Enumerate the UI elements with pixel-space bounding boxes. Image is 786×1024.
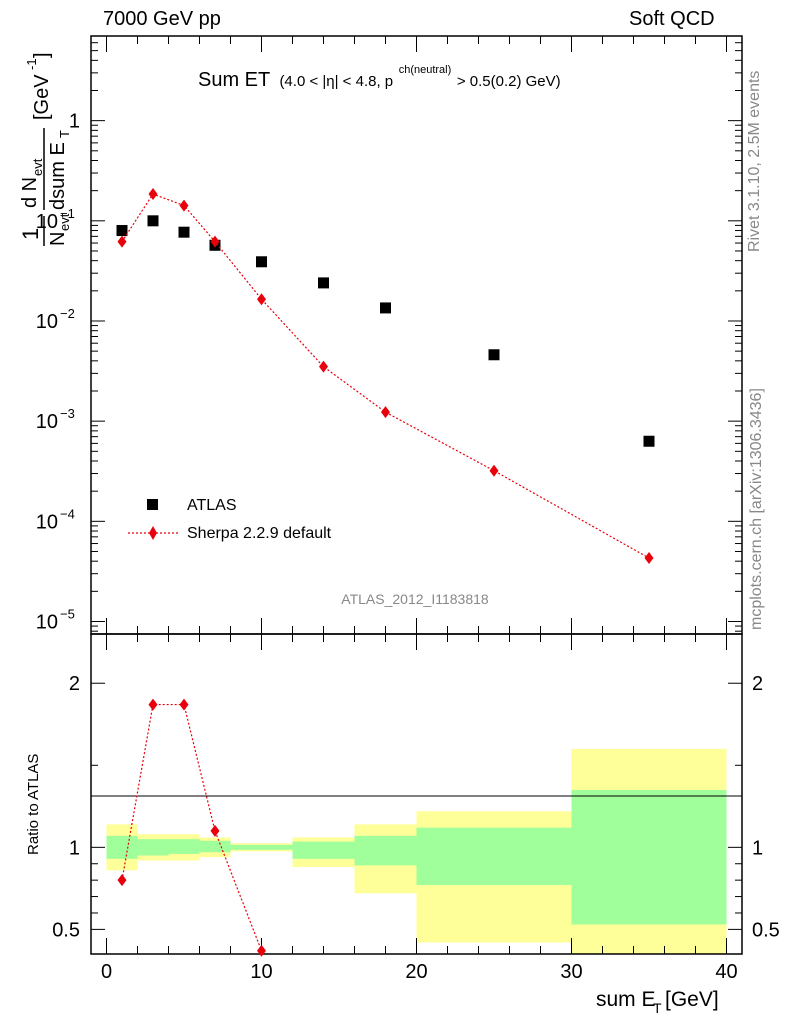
legend-sherpa-label: Sherpa 2.2.9 default bbox=[187, 525, 332, 542]
main-ytick-exponent: −2 bbox=[60, 306, 75, 321]
atlas-point bbox=[116, 225, 128, 237]
legend-atlas-marker bbox=[147, 499, 158, 510]
svg-text:1: 1 bbox=[18, 228, 43, 240]
x-tick-label: 0 bbox=[101, 961, 112, 983]
sherpa-ratio-point bbox=[179, 698, 189, 711]
rivet-version-label: Rivet 3.1.10, 2.5M events bbox=[746, 70, 763, 252]
x-axis: 0 10 20 30 40 bbox=[101, 36, 738, 983]
svg-text:dsum E: dsum E bbox=[47, 142, 69, 210]
ratio-ytick-label-right: 2 bbox=[752, 673, 763, 695]
main-ytick-label: 1 bbox=[69, 111, 80, 133]
main-ytick-label: 10 bbox=[36, 311, 58, 333]
main-ytick-label: 10 bbox=[36, 211, 58, 233]
legend-atlas-label: ATLAS bbox=[187, 497, 237, 514]
plot-title-cut-tail: > 0.5(0.2) GeV) bbox=[457, 73, 561, 90]
sherpa-point bbox=[319, 360, 328, 373]
atlas-point bbox=[318, 277, 329, 289]
x-tick-label: 20 bbox=[405, 961, 427, 983]
x-tick-label: 30 bbox=[560, 961, 582, 983]
main-ytick-exponent: −1 bbox=[60, 206, 75, 221]
ratio-y-axis: 0.5 0.5 1 1 2 2 bbox=[52, 673, 780, 941]
plot-title: Sum ET (4.0 < |η| < 4.8, p ch(neutral) >… bbox=[198, 56, 561, 91]
x-tick-label: 40 bbox=[715, 961, 737, 983]
svg-text:]: ] bbox=[31, 52, 53, 58]
header-process: Soft QCD bbox=[629, 8, 715, 30]
stat-band-6 bbox=[354, 835, 417, 866]
svg-text:evt: evt bbox=[30, 158, 45, 176]
main-y-axis-label: 1 N evt d N evt dsum E T [GeV -1 ] bbox=[18, 52, 72, 246]
main-ytick-label: 10 bbox=[36, 611, 58, 633]
ratio-series bbox=[117, 698, 266, 957]
svg-text:T: T bbox=[653, 1000, 662, 1016]
main-series bbox=[116, 188, 655, 565]
stat-band-7 bbox=[416, 827, 572, 886]
atlas-point bbox=[643, 435, 655, 447]
mcplots-label: mcplots.cern.ch [arXiv:1306.3436] bbox=[748, 388, 765, 630]
analysis-label: ATLAS_2012_I1183818 bbox=[341, 591, 489, 607]
sherpa-ratio-line bbox=[121, 703, 263, 951]
svg-text:d N: d N bbox=[19, 177, 41, 208]
sherpa-point bbox=[644, 552, 654, 565]
stat-band-4 bbox=[230, 844, 293, 850]
svg-text:evt: evt bbox=[57, 213, 72, 231]
main-ytick-exponent: −4 bbox=[60, 506, 75, 521]
stat-band-3 bbox=[199, 840, 231, 853]
svg-text:sum E: sum E bbox=[596, 988, 656, 1011]
sherpa-ratio-point bbox=[117, 874, 127, 887]
main-y-axis: 110−110−210−310−410−5 bbox=[36, 35, 742, 633]
sherpa-point bbox=[148, 188, 158, 201]
ratio-ytick-label: 2 bbox=[69, 673, 80, 695]
sherpa-point bbox=[257, 293, 266, 306]
ratio-y-axis-label: Ratio to ATLAS bbox=[25, 754, 42, 855]
atlas-point bbox=[256, 256, 267, 268]
stat-band-2 bbox=[168, 839, 200, 854]
sherpa-point bbox=[210, 235, 220, 248]
svg-text:N: N bbox=[47, 232, 69, 246]
stat-band-5 bbox=[292, 841, 355, 859]
plot-title-cut: (4.0 < |η| < 4.8, p bbox=[279, 73, 393, 90]
main-ytick-exponent: −3 bbox=[60, 406, 75, 421]
sherpa-point bbox=[489, 464, 499, 477]
stat-band-0 bbox=[106, 835, 138, 859]
main-plot-frame bbox=[90, 35, 743, 635]
atlas-point bbox=[147, 215, 159, 227]
sherpa-point bbox=[117, 235, 127, 248]
svg-text:-1: -1 bbox=[24, 58, 39, 70]
ratio-ytick-label-right: 0.5 bbox=[752, 919, 780, 941]
atlas-point bbox=[488, 349, 500, 361]
svg-text:[GeV]: [GeV] bbox=[665, 988, 719, 1011]
ratio-uncertainty-bands bbox=[106, 748, 727, 954]
legend: ATLAS Sherpa 2.2.9 default bbox=[128, 497, 332, 542]
svg-text:[GeV: [GeV bbox=[31, 74, 53, 120]
x-axis-label: sum E T [GeV] bbox=[596, 988, 719, 1016]
svg-text:T: T bbox=[57, 130, 72, 138]
atlas-point bbox=[178, 226, 190, 238]
stat-band-8 bbox=[571, 789, 727, 925]
ratio-ytick-label: 1 bbox=[69, 837, 80, 859]
sherpa-point bbox=[179, 199, 189, 212]
sherpa-ratio-point bbox=[210, 824, 220, 837]
stat-band-1 bbox=[137, 839, 169, 856]
sherpa-ratio-point bbox=[148, 698, 158, 711]
sherpa-point bbox=[381, 406, 390, 419]
main-ytick-label: 10 bbox=[36, 511, 58, 533]
atlas-point bbox=[380, 302, 391, 314]
sherpa-ratio-point bbox=[257, 944, 266, 957]
ratio-ytick-label-right: 1 bbox=[752, 837, 763, 859]
legend-sherpa-marker bbox=[149, 526, 157, 540]
x-tick-label: 10 bbox=[250, 961, 272, 983]
ratio-ytick-label: 0.5 bbox=[52, 919, 80, 941]
main-ytick-exponent: −5 bbox=[60, 606, 75, 621]
header-energy: 7000 GeV pp bbox=[103, 8, 221, 30]
main-ytick-label: 10 bbox=[36, 411, 58, 433]
plot-title-cut-sup: ch(neutral) bbox=[399, 64, 452, 76]
plot-title-main: Sum ET bbox=[198, 69, 270, 91]
